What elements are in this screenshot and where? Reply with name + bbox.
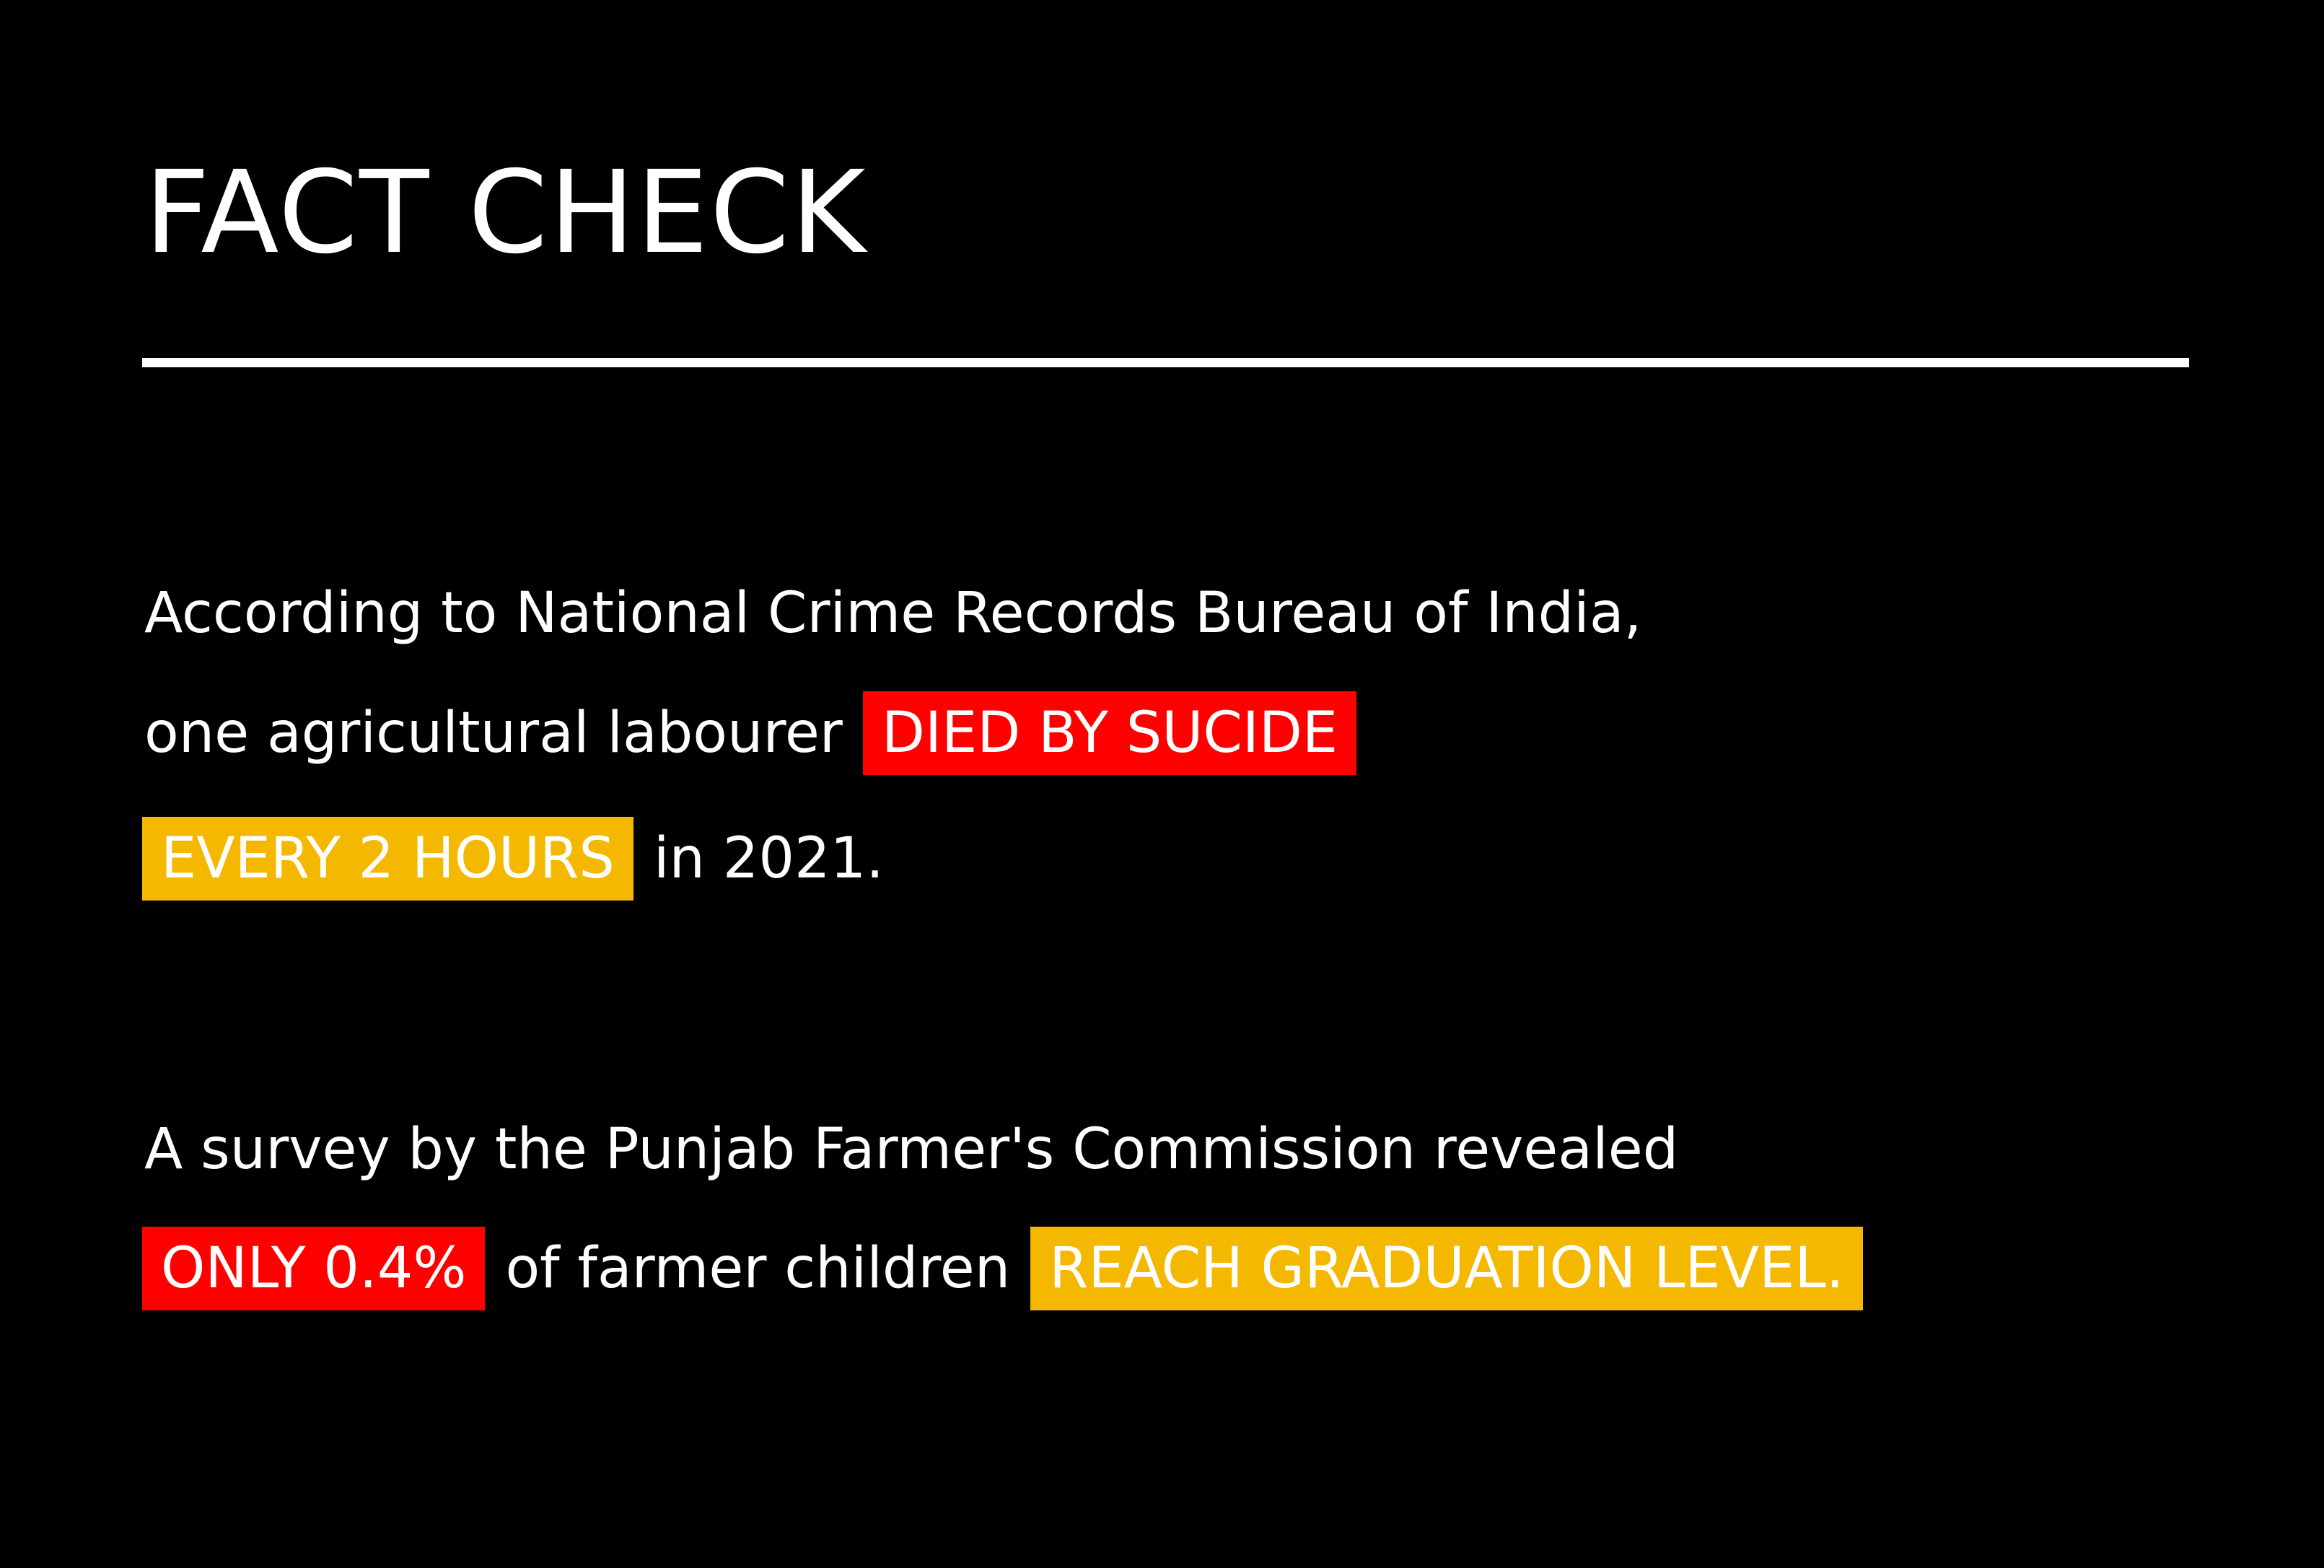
fact1-line2: one agricultural labourer DIED BY SUCIDE <box>144 691 1357 775</box>
fact2-line2: ONLY 0.4% of farmer children REACH GRADU… <box>142 1227 1863 1310</box>
fact2-middle-text: of farmer children <box>505 1236 1011 1301</box>
fact1-year-text: in 2021. <box>653 826 885 891</box>
page-title: FACT CHECK <box>144 146 867 279</box>
title-divider <box>142 358 2189 367</box>
fact2-line1: A survey by the Punjab Farmer's Commissi… <box>144 1108 1678 1191</box>
fact1-source-text: According to National Crime Records Bure… <box>144 581 1642 646</box>
fact2-source-text: A survey by the Punjab Farmer's Commissi… <box>144 1117 1679 1182</box>
highlight-every-2-hours: EVERY 2 HOURS <box>142 817 633 901</box>
highlight-reach-graduation: REACH GRADUATION LEVEL. <box>1030 1227 1863 1310</box>
highlight-only-percent: ONLY 0.4% <box>142 1227 486 1310</box>
fact1-line1: According to National Crime Records Bure… <box>144 571 1641 655</box>
fact1-line3: EVERY 2 HOURS in 2021. <box>142 817 884 901</box>
highlight-died-by-sucide: DIED BY SUCIDE <box>862 691 1357 775</box>
fact1-subject-text: one agricultural labourer <box>144 701 843 766</box>
